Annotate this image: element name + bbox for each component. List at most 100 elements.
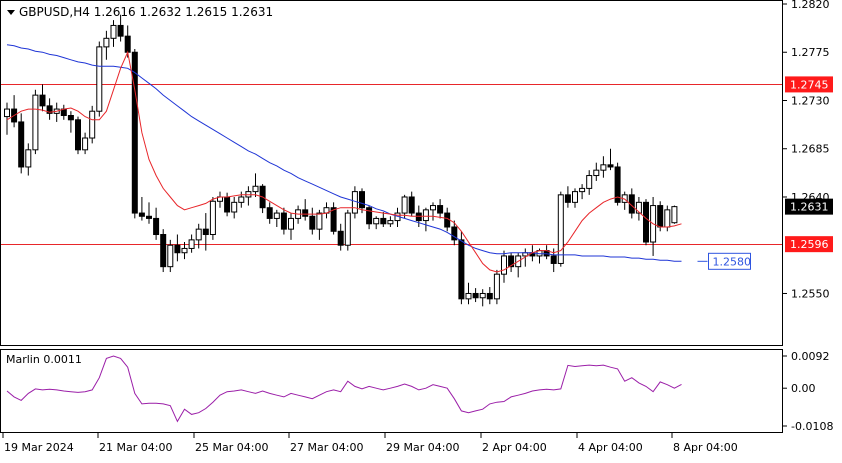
candle (302, 199, 309, 221)
candle-body (472, 292, 479, 299)
time-axis-tick-label: 29 Mar 04:00 (386, 441, 459, 454)
candle (486, 287, 493, 305)
candle-body (146, 215, 152, 219)
candle-body (117, 24, 124, 37)
candle-body (501, 255, 507, 275)
price-axis-tick-label: 1.2775 (791, 46, 830, 59)
candle-body (32, 94, 39, 151)
candle (600, 156, 607, 178)
candle-body (508, 255, 515, 268)
candle-body (110, 24, 117, 39)
candle (501, 250, 507, 283)
candle (82, 132, 89, 155)
marlin-oscillator-line (6, 355, 682, 423)
candle (579, 184, 586, 200)
candle-body (231, 201, 238, 213)
candle (75, 116, 81, 155)
candle-body (252, 185, 259, 193)
candle (18, 113, 25, 174)
time-axis-tick-label: 2 Apr 04:00 (482, 441, 547, 454)
candle (195, 223, 202, 249)
candle (422, 207, 429, 232)
fast-moving-average-line (6, 50, 682, 273)
candle-body (600, 164, 607, 171)
candle (437, 199, 444, 219)
candle (671, 205, 678, 224)
candle-body (67, 115, 74, 121)
oscillator-axis-tick-label: 0.00 (791, 382, 816, 395)
candle (309, 207, 316, 235)
candle (479, 289, 486, 307)
candle (160, 229, 167, 273)
candle (515, 252, 522, 278)
candle-body (387, 220, 394, 225)
candle-body (451, 226, 458, 241)
candle-body (593, 169, 600, 177)
price-axis-tick-label: 1.2820 (791, 0, 830, 11)
candle-body (167, 244, 174, 268)
candle-body (458, 239, 465, 300)
candle (217, 191, 223, 208)
oscillator-title: Marlin 0.0011 (6, 353, 82, 366)
candle-body (46, 105, 53, 114)
oscillator-axis-tick-label: -0.0108 (791, 420, 833, 433)
symbol-header: GBPUSD,H4 1.2616 1.2632 1.2615 1.2631 (19, 5, 273, 19)
candle-body (18, 121, 25, 168)
candle (607, 148, 614, 171)
candle (593, 162, 600, 181)
candle-body (635, 201, 642, 214)
candle (167, 239, 174, 273)
candle (32, 89, 39, 155)
candle-body (351, 191, 358, 214)
candle-body (39, 94, 46, 107)
candle-body (25, 149, 32, 168)
candle-body (579, 187, 586, 193)
candle (238, 191, 245, 208)
oscillator-axis-tick-label: 0.0092 (791, 350, 830, 363)
candle (458, 231, 465, 305)
candle-body (493, 273, 500, 300)
oscillator-panel-frame (0, 349, 783, 433)
candle (153, 207, 160, 240)
symbol-dropdown-icon[interactable] (7, 10, 15, 15)
candle (266, 202, 273, 224)
candle-body (415, 212, 422, 222)
candle-body (664, 209, 671, 228)
candle-body (209, 200, 216, 236)
price-axis-tick-label: 1.2550 (791, 287, 830, 300)
candle-body (153, 217, 160, 236)
candle-body (359, 191, 365, 209)
time-axis-tick-label: 8 Apr 04:00 (673, 441, 738, 454)
candle-body (401, 196, 408, 214)
main-panel-frame (0, 0, 783, 346)
candle (401, 194, 408, 219)
candle (53, 102, 60, 122)
candle-body (89, 110, 96, 139)
candle (330, 202, 337, 235)
candle (643, 199, 649, 246)
candle (564, 186, 571, 208)
candle-body (96, 46, 103, 112)
candle-body (486, 292, 493, 300)
candle-body (138, 212, 145, 217)
candle (202, 213, 209, 251)
candle (323, 202, 330, 219)
candle-body (273, 212, 280, 219)
candles (4, 14, 678, 307)
candle (4, 102, 10, 135)
candle (11, 95, 18, 128)
target-label-box (708, 252, 751, 270)
candle-body (302, 209, 309, 217)
candle (366, 205, 373, 230)
slow-moving-average-line (6, 44, 682, 262)
time-axis-tick-label: 4 Apr 04:00 (578, 441, 643, 454)
candle-body (479, 292, 486, 299)
time-axis-tick-label: 27 Mar 04:00 (290, 441, 363, 454)
candle (60, 104, 67, 120)
candle-body (380, 217, 387, 225)
candle (493, 269, 500, 305)
candle (316, 209, 323, 240)
candle-body (280, 212, 287, 230)
candle (280, 207, 287, 235)
